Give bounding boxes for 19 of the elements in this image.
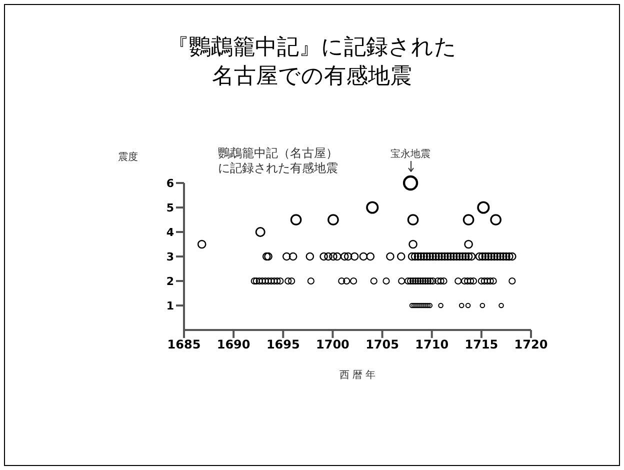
y-tick-label: 4 bbox=[166, 226, 174, 239]
x-tick-label: 1715 bbox=[464, 338, 498, 352]
y-tick-label: 3 bbox=[166, 250, 174, 264]
x-tick-label: 1685 bbox=[167, 338, 201, 352]
x-tick-label: 1690 bbox=[216, 338, 250, 352]
x-tick-label: 1695 bbox=[266, 338, 300, 352]
y-tick-label: 6 bbox=[166, 176, 174, 190]
x-axis-title: 西 暦 年 bbox=[338, 369, 377, 382]
annotation: 宝永地震 bbox=[390, 148, 432, 161]
x-tick-label: 1705 bbox=[366, 338, 399, 352]
y-tick-label: 2 bbox=[166, 274, 174, 288]
y-axis-title: 震度 bbox=[118, 150, 138, 164]
chart-title: 『鸚鵡籠中記』に記録された名古屋での有感地震 bbox=[166, 34, 458, 91]
x-tick-label: 1720 bbox=[514, 338, 548, 352]
x-tick-label: 1710 bbox=[415, 338, 449, 352]
y-tick-label: 1 bbox=[166, 299, 174, 312]
text: 鸚鵡籠中記（名古屋）に記録された有感地震 bbox=[218, 146, 339, 176]
y-tick-label: 5 bbox=[166, 201, 174, 214]
x-tick-label: 1700 bbox=[316, 338, 350, 352]
